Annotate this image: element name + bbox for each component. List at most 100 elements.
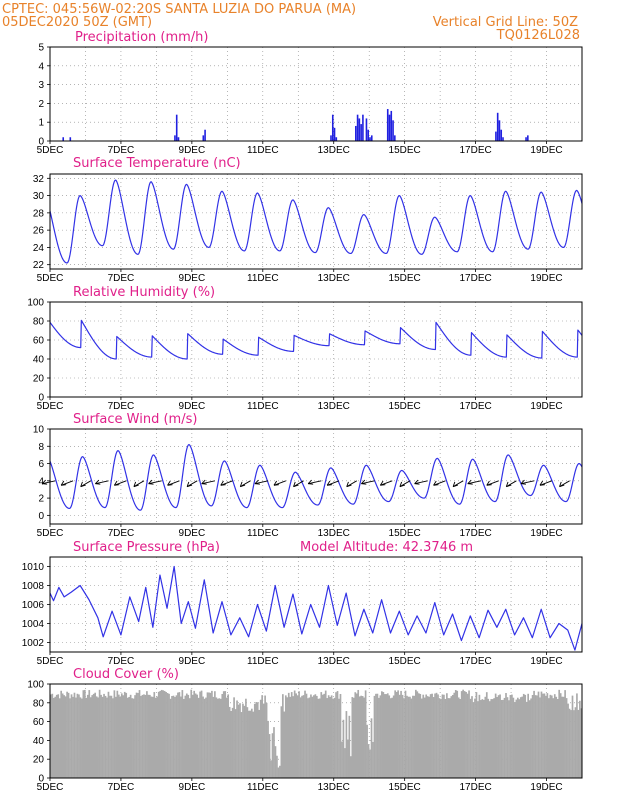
wind-arrow-head: [346, 484, 352, 488]
precip-bar: [365, 118, 368, 141]
x-tick-label: 13DEC: [318, 528, 350, 539]
x-tick-label: 15DEC: [389, 401, 421, 412]
cloud-bar: [537, 691, 540, 778]
cloud-bar: [140, 695, 142, 778]
cloud-bar: [423, 697, 426, 778]
x-tick-label: 19DEC: [530, 401, 562, 412]
cloud-bar: [277, 767, 280, 778]
cloud-bar: [342, 719, 345, 778]
x-tick-label: 17DEC: [459, 273, 491, 284]
cloud-bar: [160, 689, 163, 778]
y-tick-label: 0: [38, 393, 44, 404]
cloud-bar: [200, 690, 203, 778]
x-tick-label: 11DEC: [247, 782, 279, 793]
panel-frame: [49, 683, 583, 779]
cloud-bar: [122, 695, 125, 778]
cloud-bar: [110, 695, 113, 778]
cloud-bar: [398, 694, 401, 778]
cloud-bar: [512, 697, 515, 778]
cloud-bar: [429, 694, 432, 778]
cloud-bar: [214, 691, 216, 778]
cloud-bar: [522, 693, 525, 778]
cloud-bar: [268, 734, 271, 778]
y-tick-label: 22: [33, 260, 45, 271]
x-tick-label: 17DEC: [459, 528, 491, 539]
cloud-bar: [412, 695, 414, 778]
wind-arrow-head: [414, 483, 420, 485]
y-tick-label: 100: [27, 298, 44, 309]
precip-bar: [500, 129, 503, 141]
cloud-bar: [577, 709, 580, 778]
cloud-bar: [462, 689, 464, 778]
cloud-bar: [134, 695, 136, 778]
cloud-bar: [112, 698, 114, 778]
cloud-bar: [509, 694, 512, 778]
cloud-bar: [515, 699, 518, 778]
cloud-bar: [178, 692, 181, 778]
precip-bar: [370, 135, 373, 141]
cloud-bar: [338, 698, 340, 778]
cloud-bar: [562, 696, 565, 778]
wind-arrow-head: [308, 483, 314, 485]
cloud-bar: [474, 698, 476, 778]
y-tick-label: 1: [38, 118, 44, 129]
cloud-bar: [466, 693, 469, 778]
cloud-bar: [463, 691, 466, 778]
wind-arrow-head: [220, 480, 224, 486]
panel-title: Precipitation (mm/h): [75, 30, 208, 45]
cloud-bar: [318, 698, 321, 778]
precip-bar: [356, 114, 359, 141]
cloud-bar: [211, 690, 213, 778]
cloud-bar: [143, 694, 145, 778]
cloud-bar: [453, 692, 456, 778]
wind-arrow-head: [201, 483, 207, 485]
x-tick-label: 15DEC: [389, 145, 421, 156]
wind-arrow: [254, 480, 269, 485]
cloud-bar: [580, 708, 583, 778]
cloud-bar: [576, 693, 578, 778]
wind-arrow-head: [80, 481, 83, 487]
cloud-bar: [301, 695, 303, 778]
cloud-bar: [545, 695, 547, 778]
cloud-bar: [441, 694, 444, 778]
cloud-bar: [360, 695, 363, 778]
cloud-bar: [135, 692, 138, 778]
cloud-bar: [381, 691, 383, 778]
cloud-bar: [287, 692, 290, 778]
cloud-bar: [478, 694, 481, 778]
cloud-bar: [228, 706, 231, 778]
cloud-bar: [224, 691, 227, 778]
cloud-bar: [50, 694, 52, 778]
cloud-bar: [305, 693, 308, 778]
cloud-bar: [276, 755, 278, 778]
wind-arrow-head: [186, 481, 190, 487]
cloud-bar: [320, 692, 323, 778]
cloud-bar: [454, 690, 457, 778]
cloud-bar: [496, 696, 498, 778]
wind-arrow: [520, 480, 535, 485]
cloud-bar: [382, 692, 385, 778]
header-run: 05DEC2020 50Z (GMT): [2, 15, 152, 30]
cloud-bar: [413, 695, 416, 778]
cloud-bar: [406, 695, 408, 778]
panel-1: Precipitation (mm/h) 0 1 2 3 4 5 5DEC 7DEC 9DEC 11…: [37, 30, 583, 156]
x-tick-label: 5DEC: [37, 401, 64, 412]
cloud-bar: [284, 695, 287, 778]
cloud-bar: [310, 694, 312, 778]
cloud-bar: [89, 697, 92, 778]
cloud-bar: [434, 693, 436, 778]
wind-arrow-head: [486, 480, 490, 486]
x-tick-label: 15DEC: [389, 782, 421, 793]
cloud-bar: [375, 693, 377, 778]
cloud-bar: [508, 700, 510, 778]
panel-6: Cloud Cover (%) 0 20 40 60 80 100 5DEC 7DEC 9DEC 1…: [27, 667, 583, 793]
series-line: [49, 179, 583, 264]
precip-bar: [360, 124, 362, 141]
cloud-bar: [258, 709, 261, 778]
cloud-bar: [490, 699, 493, 778]
cloud-bar: [151, 696, 154, 778]
x-tick-label: 19DEC: [530, 528, 562, 539]
wind-arrow-head: [399, 484, 405, 488]
cloud-bar: [261, 695, 263, 778]
wind-arrow-head: [506, 484, 512, 488]
